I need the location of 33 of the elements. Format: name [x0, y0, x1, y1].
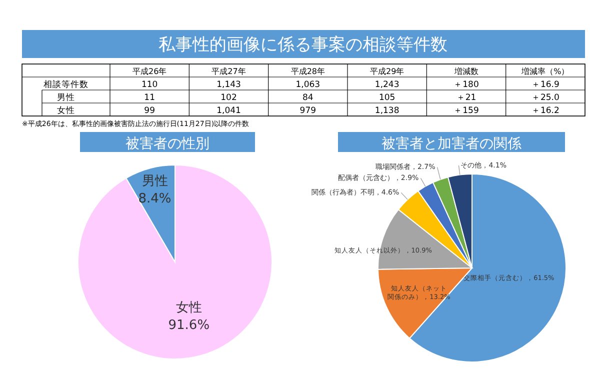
data-label: 1,143 [216, 80, 241, 90]
data-label: 11 [144, 93, 155, 103]
data-label: 979 [300, 106, 316, 116]
category-label: 平成29年 [370, 67, 404, 76]
text: 私事性的画像に係る事案の相談等件数 [158, 35, 448, 55]
category-label: 増減率（%） [520, 67, 570, 76]
slice-label: 男性 8.4% [138, 174, 172, 207]
data-label: 1,063 [296, 80, 320, 90]
data-label: ＋16.2 [531, 106, 560, 116]
data-label: ＋16.9 [531, 80, 560, 90]
category-label: 増減数 [453, 67, 478, 76]
category-label: 平成26年 [132, 67, 167, 76]
pie-slice [78, 164, 272, 360]
data-label: 1,243 [374, 80, 400, 90]
data-label: 110 [141, 80, 158, 90]
slice-label: 女性 91.6% [168, 300, 210, 334]
category-label: 平成28年 [290, 67, 326, 76]
category-label: 平成27年 [212, 67, 246, 76]
chart-title: 被害者の性別 [126, 136, 210, 152]
data-label: ＋25.0 [531, 93, 560, 103]
data-label: 99 [144, 106, 155, 116]
data-label: 1,041 [216, 106, 241, 116]
data-label: ＋180 [454, 80, 479, 90]
text: 女性 [57, 105, 75, 116]
data-label: 105 [378, 93, 396, 103]
text: 相談等件数 [44, 79, 88, 90]
data-label: 84 [302, 93, 314, 103]
data-label: 102 [220, 93, 237, 103]
data-label: ＋159 [454, 106, 479, 116]
data-label: 1,138 [374, 106, 400, 116]
chart-title: 被害者と加害者の関係 [382, 136, 522, 152]
data-label: ＋21 [456, 93, 476, 103]
text: 男性 [57, 92, 75, 103]
